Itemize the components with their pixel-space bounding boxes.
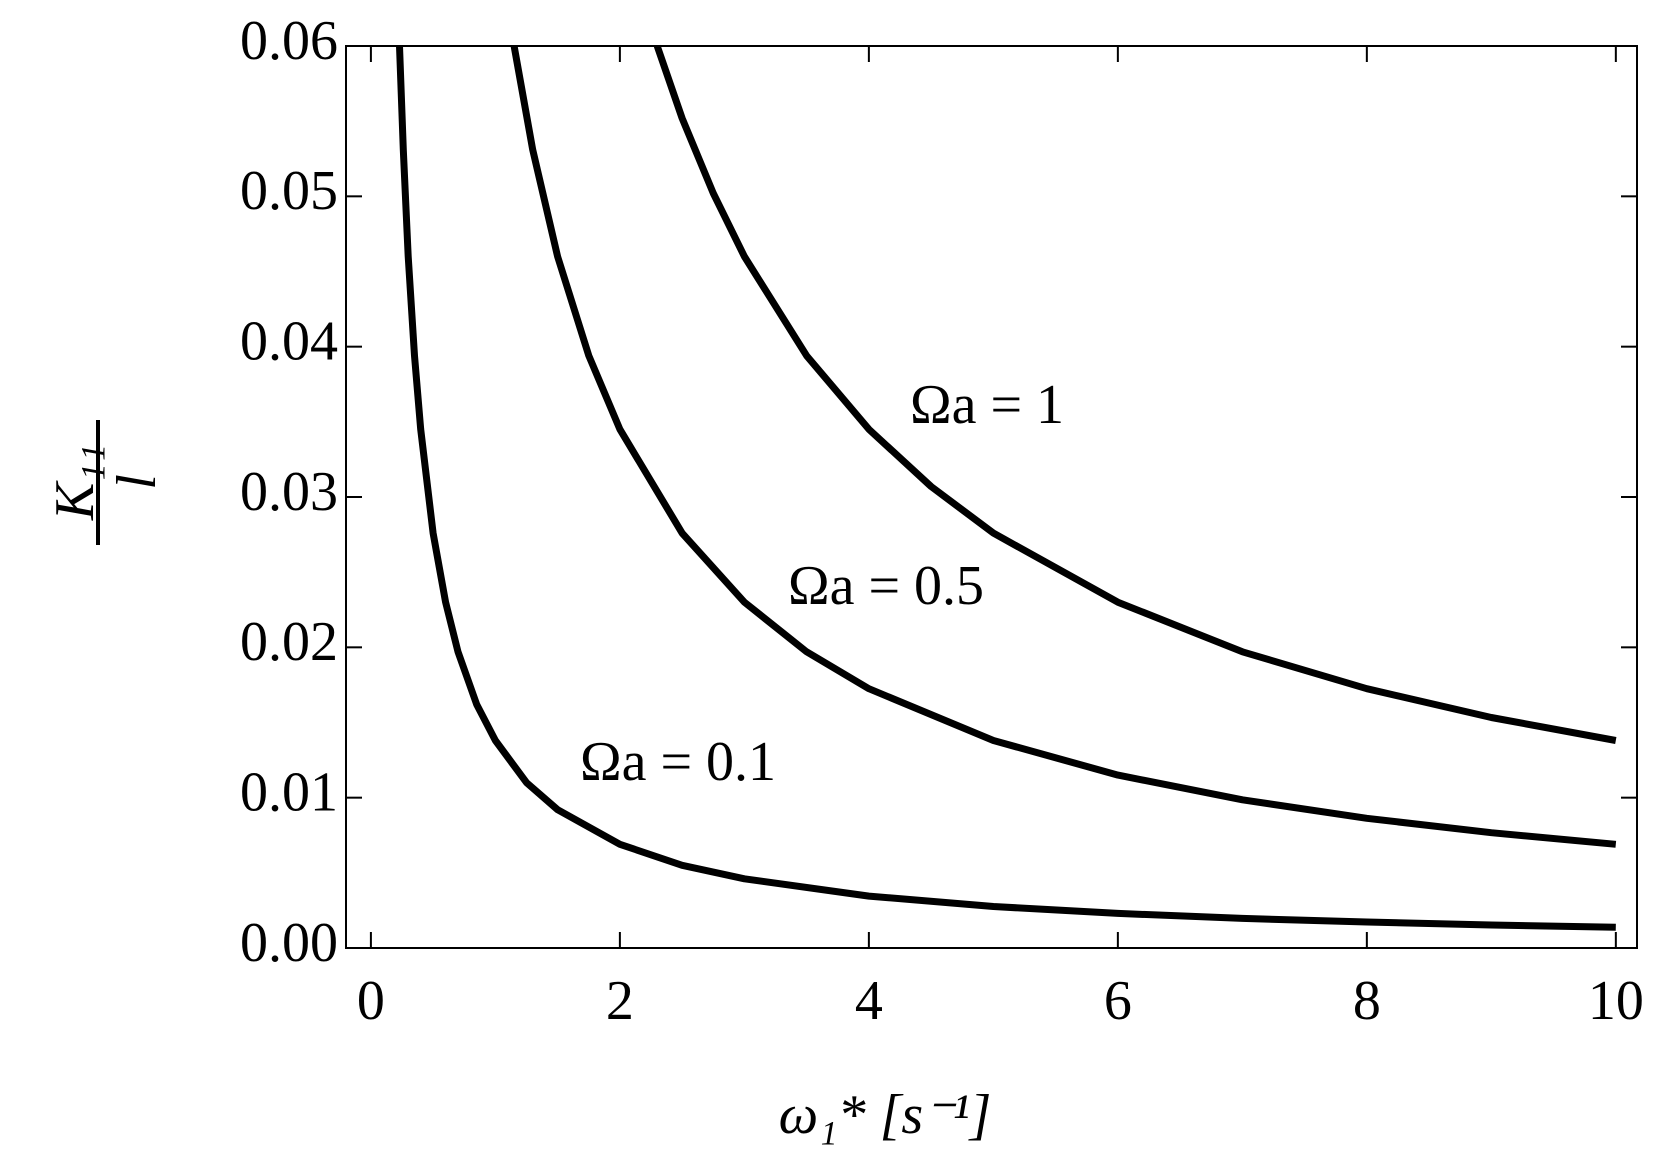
data-line	[510, 45, 1617, 848]
y-tick-label: 0.05	[240, 160, 338, 222]
x-tick-label: 0	[357, 970, 385, 1032]
data-line	[653, 44, 1617, 744]
y-label-numerator: K₁₁	[44, 444, 106, 521]
y-tick-label: 0.04	[240, 311, 338, 373]
y-axis-label: K₁₁ l	[44, 420, 168, 545]
curve-label: Ωa = 1	[910, 374, 1064, 436]
y-tick-label: 0.02	[240, 611, 338, 673]
curve-label: Ωa = 0.1	[580, 731, 776, 793]
y-tick-label: 0.00	[240, 912, 338, 974]
x-axis-label: ω₁* [s⁻¹]	[779, 1084, 992, 1146]
x-tick-label: 6	[1104, 970, 1132, 1032]
x-tick-label: 2	[606, 970, 634, 1032]
y-tick-label: 0.01	[240, 762, 338, 824]
x-tick-label: 8	[1353, 970, 1381, 1032]
data-line	[396, 45, 1616, 931]
x-tick-label: 4	[855, 970, 883, 1032]
y-label-denominator: l	[106, 474, 168, 490]
x-tick-label: 10	[1588, 970, 1644, 1032]
curve-label: Ωa = 0.5	[788, 555, 984, 617]
y-tick-label: 0.03	[240, 461, 338, 523]
y-tick-label: 0.06	[240, 10, 338, 72]
